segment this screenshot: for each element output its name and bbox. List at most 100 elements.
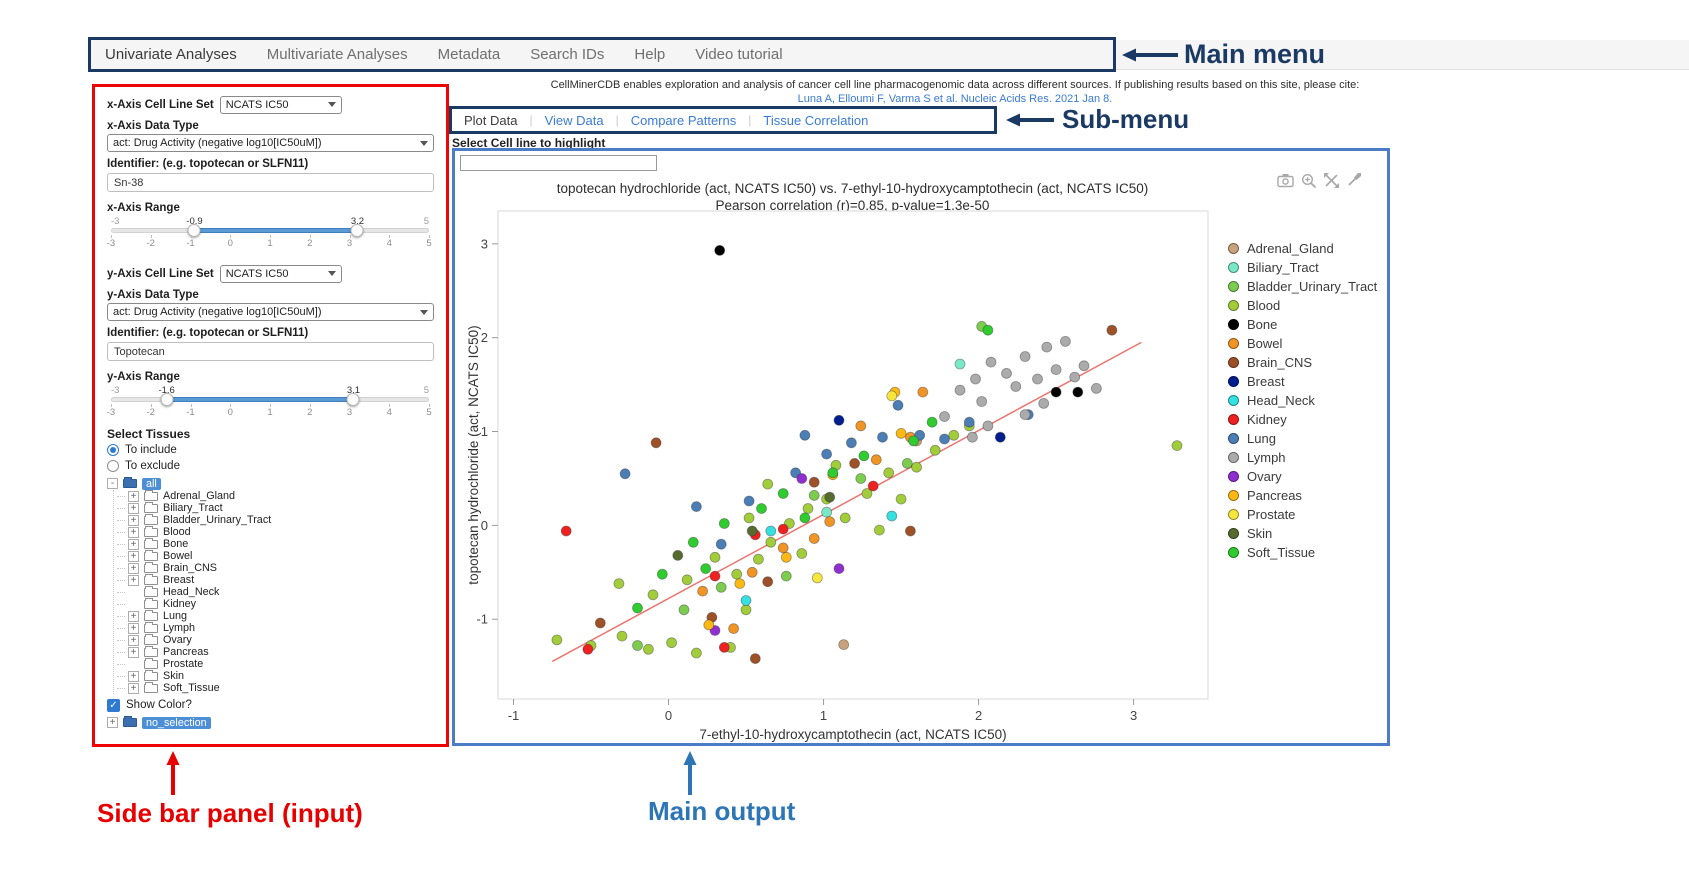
- slider-selected-range[interactable]: [194, 228, 358, 233]
- slider-handle-to[interactable]: [350, 224, 364, 237]
- menu-item-metadata[interactable]: Metadata: [437, 46, 501, 63]
- tissue-tree-item-biliary-tract[interactable]: + Biliary_Tract: [117, 501, 434, 514]
- expand-icon[interactable]: +: [128, 490, 139, 502]
- tissue-tree-item-head-neck[interactable]: Head_Neck: [117, 585, 434, 598]
- legend-item-bowel[interactable]: Bowel: [1228, 334, 1377, 353]
- tissue-tree-item-adrenal-gland[interactable]: + Adrenal_Gland: [117, 489, 434, 502]
- y-axis-range-slider[interactable]: -3 5 -1.6 3.1 -3 -2 -1 0 1 2 3 4 5: [107, 385, 432, 418]
- submenu-item-view-data[interactable]: View Data: [544, 112, 604, 128]
- legend-item-kidney[interactable]: Kidney: [1228, 410, 1377, 429]
- submenu-item-plot-data[interactable]: Plot Data: [464, 112, 518, 128]
- highlight-cell-line-input[interactable]: [460, 155, 657, 171]
- menu-item-univariate-analyses[interactable]: Univariate Analyses: [105, 46, 237, 63]
- x-cell-line-set-select[interactable]: NCATS IC50: [219, 95, 342, 114]
- slider-tick: [230, 404, 232, 407]
- main-menu-annotation-label: Main menu: [1184, 39, 1326, 69]
- tissue-tree-item-lymph[interactable]: + Lymph: [117, 621, 434, 634]
- tissue-tree-item-breast[interactable]: + Breast: [117, 573, 434, 586]
- expand-icon[interactable]: +: [128, 514, 139, 526]
- plot-area[interactable]: [497, 210, 1209, 700]
- tissue-tree-root[interactable]: - all: [107, 477, 434, 490]
- submenu-item-compare-patterns[interactable]: Compare Patterns: [630, 112, 737, 128]
- tissue-exclude-radio[interactable]: To exclude: [107, 459, 434, 473]
- tissue-tree-item-soft-tissue[interactable]: + Soft_Tissue: [117, 681, 434, 694]
- slider-handle-from[interactable]: [160, 393, 174, 406]
- menu-item-search-ids[interactable]: Search IDs: [530, 46, 605, 63]
- legend-item-biliary-tract[interactable]: Biliary_Tract: [1228, 258, 1377, 277]
- tissue-include-radio[interactable]: To include: [107, 443, 434, 457]
- tissue-tree-item-prostate[interactable]: Prostate: [117, 657, 434, 670]
- zoom-in-icon[interactable]: [1301, 173, 1317, 188]
- expand-icon[interactable]: +: [128, 634, 139, 646]
- series-bowel: [697, 386, 929, 635]
- scatter-plot[interactable]: -1 0 1 2 3 -1 0 1 2 3 7-ethyl-10-hydroxycamptothec…: [465, 207, 1235, 742]
- expand-icon[interactable]: +: [128, 646, 139, 658]
- legend-item-soft-tissue[interactable]: Soft_Tissue: [1228, 543, 1377, 562]
- reset-axes-icon[interactable]: [1346, 173, 1361, 188]
- legend-item-bone[interactable]: Bone: [1228, 315, 1377, 334]
- tissue-tree-item-ovary[interactable]: + Ovary: [117, 633, 434, 646]
- legend-item-adrenal-gland[interactable]: Adrenal_Gland: [1228, 239, 1377, 258]
- legend-item-blood[interactable]: Blood: [1228, 296, 1377, 315]
- legend-item-breast[interactable]: Breast: [1228, 372, 1377, 391]
- expand-icon[interactable]: +: [128, 562, 139, 574]
- collapse-icon[interactable]: -: [107, 478, 118, 489]
- tissue-tree-item-bladder-urinary-tract[interactable]: + Bladder_Urinary_Tract: [117, 513, 434, 526]
- expand-icon[interactable]: +: [128, 610, 139, 622]
- slider-from-value: -1.6: [156, 385, 177, 396]
- x-axis-range-slider[interactable]: -3 5 -0.9 3.2 -3 -2 -1 0 1 2 3 4 5: [107, 216, 432, 249]
- expand-icon[interactable]: +: [128, 670, 139, 682]
- tissue-tree-item-bowel[interactable]: + Bowel: [117, 549, 434, 562]
- slider-tick-label: 2: [307, 238, 313, 249]
- legend-item-head-neck[interactable]: Head_Neck: [1228, 391, 1377, 410]
- tree-connector: [117, 519, 125, 521]
- legend-item-lymph[interactable]: Lymph: [1228, 448, 1377, 467]
- tissue-tree-item-label: Bladder_Urinary_Tract: [163, 514, 272, 526]
- legend-color-dot: [1228, 281, 1239, 292]
- y-cell-line-set-select[interactable]: NCATS IC50: [219, 264, 342, 283]
- y-identifier-input[interactable]: [107, 342, 434, 361]
- expand-icon[interactable]: +: [128, 574, 139, 586]
- menu-item-multivariate-analyses[interactable]: Multivariate Analyses: [266, 46, 408, 63]
- slider-handle-from[interactable]: [187, 224, 201, 237]
- tissue-tree-item-kidney[interactable]: Kidney: [117, 597, 434, 610]
- expand-icon[interactable]: +: [128, 526, 139, 538]
- citation-link[interactable]: Luna A, Elloumi F, Varma S et al. Nuclei…: [797, 93, 1113, 105]
- menu-item-help[interactable]: Help: [634, 46, 666, 63]
- x-data-type-select[interactable]: act: Drug Activity (negative log10[IC50u…: [107, 134, 434, 152]
- legend-item-skin[interactable]: Skin: [1228, 524, 1377, 543]
- expand-icon[interactable]: +: [107, 717, 118, 728]
- legend-item-ovary[interactable]: Ovary: [1228, 467, 1377, 486]
- sub-menu-annotation-label: Sub-menu: [1062, 104, 1190, 134]
- submenu-item-tissue-correlation[interactable]: Tissue Correlation: [763, 112, 869, 128]
- legend-item-lung[interactable]: Lung: [1228, 429, 1377, 448]
- slider-selected-range[interactable]: [166, 397, 354, 402]
- legend-item-brain-cns[interactable]: Brain_CNS: [1228, 353, 1377, 372]
- tissue-tree-item-lung[interactable]: + Lung: [117, 609, 434, 622]
- tree-connector: [117, 687, 125, 689]
- expand-icon[interactable]: +: [128, 622, 139, 634]
- tissue-tree-item-bone[interactable]: + Bone: [117, 537, 434, 550]
- show-color-checkbox[interactable]: ✓ Show Color?: [107, 698, 434, 712]
- expand-icon[interactable]: +: [128, 538, 139, 550]
- tissue-tree-item-brain-cns[interactable]: + Brain_CNS: [117, 561, 434, 574]
- expand-icon[interactable]: +: [128, 682, 139, 694]
- tree-connector: [117, 639, 125, 641]
- camera-icon[interactable]: [1277, 173, 1294, 188]
- tissue-tree-item-pancreas[interactable]: + Pancreas: [117, 645, 434, 658]
- x-data-type-label: x-Axis Data Type: [107, 120, 199, 132]
- expand-icon[interactable]: +: [128, 502, 139, 514]
- legend-item-pancreas[interactable]: Pancreas: [1228, 486, 1377, 505]
- x-identifier-input[interactable]: [107, 173, 434, 192]
- tissue-tree-item-blood[interactable]: + Blood: [117, 525, 434, 538]
- slider-handle-to[interactable]: [346, 393, 360, 406]
- expand-icon[interactable]: +: [128, 550, 139, 562]
- autoscale-icon[interactable]: [1324, 173, 1339, 188]
- legend-item-prostate[interactable]: Prostate: [1228, 505, 1377, 524]
- legend-item-bladder-urinary-tract[interactable]: Bladder_Urinary_Tract: [1228, 277, 1377, 296]
- no-selection-tree-root[interactable]: + no_selection: [107, 716, 434, 729]
- menu-item-video-tutorial[interactable]: Video tutorial: [695, 46, 783, 63]
- folder-icon: [144, 681, 158, 693]
- tissue-tree-item-skin[interactable]: + Skin: [117, 669, 434, 682]
- y-data-type-select[interactable]: act: Drug Activity (negative log10[IC50u…: [107, 303, 434, 321]
